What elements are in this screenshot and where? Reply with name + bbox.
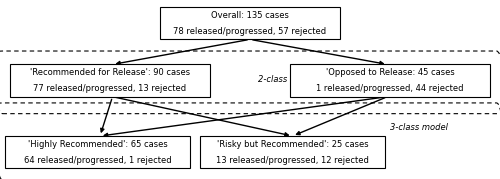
Text: 'Highly Recommended': 65 cases: 'Highly Recommended': 65 cases — [28, 140, 168, 149]
FancyBboxPatch shape — [290, 64, 490, 97]
FancyBboxPatch shape — [10, 64, 210, 97]
Text: 64 released/progressed, 1 rejected: 64 released/progressed, 1 rejected — [24, 156, 172, 165]
Text: 77 released/progressed, 13 rejected: 77 released/progressed, 13 rejected — [34, 84, 186, 93]
FancyBboxPatch shape — [160, 7, 340, 39]
Text: 'Risky but Recommended': 25 cases: 'Risky but Recommended': 25 cases — [216, 140, 368, 149]
FancyBboxPatch shape — [5, 136, 190, 168]
FancyBboxPatch shape — [200, 136, 385, 168]
Text: 13 released/progressed, 12 rejected: 13 released/progressed, 12 rejected — [216, 156, 369, 165]
Text: 1 released/progressed, 44 rejected: 1 released/progressed, 44 rejected — [316, 84, 464, 93]
Text: 78 released/progressed, 57 rejected: 78 released/progressed, 57 rejected — [174, 27, 326, 36]
Text: 3-class model: 3-class model — [390, 124, 448, 132]
Text: 'Recommended for Release': 90 cases: 'Recommended for Release': 90 cases — [30, 68, 190, 77]
Text: 'Opposed to Release: 45 cases: 'Opposed to Release: 45 cases — [326, 68, 454, 77]
Text: 2-class model: 2-class model — [258, 75, 316, 84]
Text: Overall: 135 cases: Overall: 135 cases — [211, 11, 289, 20]
